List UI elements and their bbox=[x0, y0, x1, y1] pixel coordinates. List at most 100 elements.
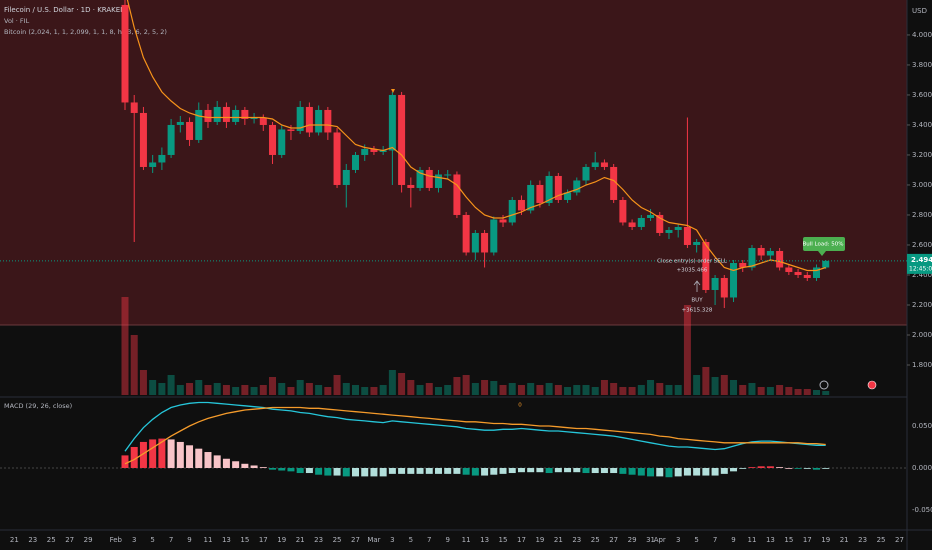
volume-bar bbox=[176, 385, 184, 395]
candle-body bbox=[766, 250, 774, 256]
macd-hist-bar bbox=[591, 467, 599, 474]
candle-body bbox=[711, 277, 719, 290]
volume-bar bbox=[554, 385, 562, 395]
volume-bar bbox=[785, 387, 793, 395]
annotation: 0 bbox=[518, 403, 522, 409]
x-tick-label: 7 bbox=[427, 536, 431, 544]
candle-body bbox=[471, 232, 479, 253]
volume-bar bbox=[305, 383, 313, 395]
volume-bar bbox=[370, 387, 378, 395]
x-tick-label: 27 bbox=[351, 536, 360, 544]
candle-body bbox=[241, 109, 249, 119]
volume-bar bbox=[776, 385, 784, 395]
last-price-label: 2.494 bbox=[911, 256, 932, 264]
candle-body bbox=[453, 174, 461, 215]
ma-group bbox=[126, 0, 826, 272]
candle-body bbox=[536, 184, 544, 203]
candle-body bbox=[222, 106, 230, 122]
candle-body bbox=[813, 267, 820, 278]
x-tick-label: 9 bbox=[731, 536, 735, 544]
volume-bar bbox=[259, 385, 267, 395]
x-tick-label: 19 bbox=[535, 536, 544, 544]
candle-body bbox=[149, 162, 157, 167]
x-tick-label: 17 bbox=[803, 536, 812, 544]
candle-body bbox=[600, 162, 608, 167]
candle-body bbox=[139, 112, 147, 167]
macd-hist-bar bbox=[739, 467, 747, 469]
candle-body bbox=[333, 132, 341, 185]
candle-body bbox=[250, 117, 258, 119]
candle-body bbox=[545, 175, 553, 203]
macd-hist-bar bbox=[434, 467, 442, 474]
macd-hist-bar bbox=[730, 467, 738, 472]
volume-bar bbox=[730, 380, 738, 395]
macd-hist-bar bbox=[822, 467, 830, 469]
x-tick-label: 11 bbox=[747, 536, 756, 544]
macd-hist-bar bbox=[785, 467, 793, 469]
volume-bar bbox=[130, 335, 138, 395]
candle-body bbox=[591, 162, 599, 167]
candle-body bbox=[259, 117, 267, 125]
volume-bar bbox=[121, 297, 129, 395]
signal-marker bbox=[391, 89, 395, 93]
macd-hist-bar bbox=[647, 467, 655, 477]
volume-bar bbox=[139, 370, 147, 395]
volume-bar bbox=[619, 387, 627, 395]
candle-body bbox=[296, 106, 304, 131]
volume-bar bbox=[342, 383, 350, 395]
candle-body bbox=[195, 109, 203, 140]
macd-hist-bar bbox=[241, 463, 249, 468]
macd-hist-bar bbox=[554, 467, 562, 473]
x-tick-label: 7 bbox=[713, 536, 717, 544]
macd-hist-bar bbox=[425, 467, 433, 474]
candle-body bbox=[416, 169, 424, 188]
volume-bar bbox=[573, 385, 581, 395]
volume-bar bbox=[803, 389, 811, 395]
y-tick-label: 1.800 bbox=[912, 361, 932, 369]
x-tick-label: 23 bbox=[858, 536, 867, 544]
volume-bar bbox=[647, 380, 655, 395]
x-tick-label: 27 bbox=[609, 536, 618, 544]
macd-hist-bar bbox=[139, 441, 147, 468]
x-tick-label: 25 bbox=[591, 536, 600, 544]
volume-bar bbox=[434, 387, 442, 395]
candle-body bbox=[785, 267, 793, 272]
volume-bar bbox=[545, 383, 553, 395]
volume-bar bbox=[361, 387, 369, 395]
y-tick-label: 2.600 bbox=[912, 241, 932, 249]
volume-bar bbox=[536, 385, 544, 395]
y-tick-label: 3.600 bbox=[912, 91, 932, 99]
macd-hist-bar bbox=[222, 458, 230, 468]
x-tick-label: 25 bbox=[877, 536, 886, 544]
x-tick-label: 23 bbox=[314, 536, 323, 544]
volume-bar bbox=[250, 387, 258, 395]
volume-bar bbox=[213, 383, 221, 395]
macd-hist-bar bbox=[462, 467, 470, 475]
macd-hist-bar bbox=[582, 467, 590, 474]
x-tick-label: 19 bbox=[821, 536, 830, 544]
bull-load-pointer bbox=[818, 251, 826, 256]
macd-hist-bar bbox=[176, 441, 184, 468]
macd-hist-bar bbox=[471, 467, 479, 476]
macd-hist-bar bbox=[352, 467, 359, 477]
volume-bar bbox=[591, 387, 599, 395]
candle-body bbox=[204, 109, 212, 122]
volume-bar bbox=[287, 387, 295, 395]
candle-body bbox=[398, 94, 406, 185]
signal-line bbox=[124, 406, 826, 465]
x-tick-label: 13 bbox=[480, 536, 489, 544]
macd-hist-bar bbox=[315, 467, 323, 475]
macd-hist-bar bbox=[794, 467, 802, 469]
candle-body bbox=[803, 274, 811, 278]
x-tick-label: Feb bbox=[110, 536, 123, 544]
x-tick-label: 17 bbox=[517, 536, 526, 544]
macd-hist-bar bbox=[453, 467, 461, 474]
volume-bar bbox=[158, 383, 166, 395]
macd-hist-bar bbox=[573, 467, 581, 473]
macd-hist-bar bbox=[167, 439, 175, 468]
macd-hist-bar bbox=[683, 467, 691, 476]
x-tick-label: Mar bbox=[367, 536, 380, 544]
volume-bar bbox=[739, 385, 747, 395]
